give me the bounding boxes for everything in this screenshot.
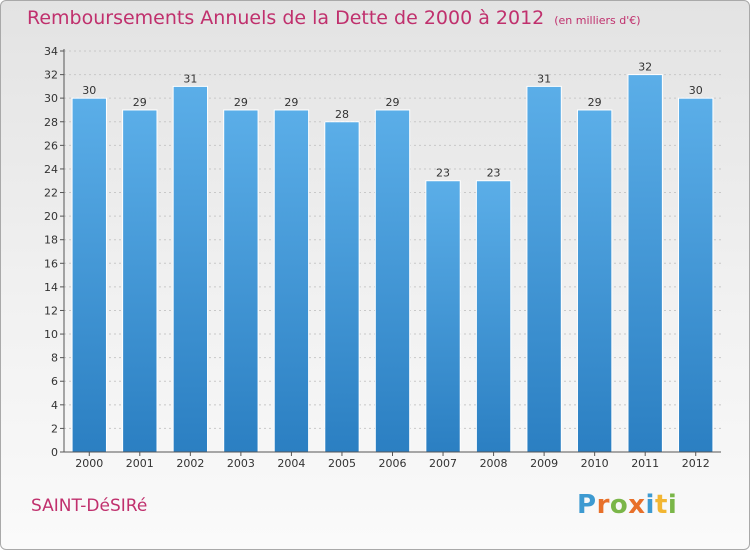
bar-value-label: 31 (537, 72, 551, 85)
y-tick-label: 2 (51, 422, 58, 435)
x-tick-label: 2012 (682, 457, 710, 470)
bar-value-label: 30 (82, 84, 96, 97)
bar (374, 109, 411, 453)
bar (273, 109, 310, 453)
y-tick-label: 22 (44, 187, 58, 200)
x-tick-label: 2011 (631, 457, 659, 470)
chart-title-main: Remboursements Annuels de la Dette de 20… (27, 7, 545, 29)
y-tick-label: 18 (44, 234, 58, 247)
bar-value-label: 32 (638, 61, 652, 74)
bar-value-label: 31 (183, 72, 197, 85)
place-name: SAINT-DéSIRé (31, 496, 148, 516)
bar-value-label: 23 (487, 167, 501, 180)
bar (425, 180, 461, 453)
bar (475, 180, 512, 453)
logo-letter: P (577, 490, 597, 520)
value-labels: 30 29 31 29 29 28 29 23 23 31 29 32 30 (82, 61, 702, 180)
bar-value-label: 29 (284, 96, 298, 109)
y-tick-label: 8 (51, 352, 58, 365)
x-tick-label: 2000 (75, 457, 103, 470)
bar-value-label: 29 (588, 96, 602, 109)
logo-letter: i (645, 490, 655, 520)
y-tick-label: 34 (44, 45, 58, 58)
bar (324, 121, 360, 453)
y-tick-label: 28 (44, 116, 58, 129)
bar-value-label: 29 (234, 96, 248, 109)
y-tick-label: 4 (51, 399, 58, 412)
bar (122, 109, 158, 453)
bar-value-label: 23 (436, 167, 450, 180)
bar-value-label: 29 (133, 96, 147, 109)
chart-title-unit: (en milliers d'€) (554, 14, 641, 27)
logo-letter: o (609, 490, 629, 520)
y-tick-label: 6 (51, 375, 58, 388)
x-tick-label: 2001 (126, 457, 154, 470)
chart-title: Remboursements Annuels de la Dette de 20… (27, 7, 641, 29)
x-tick-label: 2006 (379, 457, 407, 470)
y-tick-label: 0 (51, 446, 58, 459)
bar (172, 85, 209, 453)
x-tick-label: 2004 (277, 457, 305, 470)
logo-letter: t (654, 490, 668, 520)
x-tick-label: 2003 (227, 457, 255, 470)
bar (678, 97, 714, 453)
x-tick-label: 2002 (176, 457, 204, 470)
proxiti-logo: Proxiti (577, 490, 677, 520)
y-tick-label: 30 (44, 92, 58, 105)
bar (71, 97, 107, 453)
y-tick-label: 14 (44, 281, 58, 294)
y-tick-label: 16 (44, 257, 58, 270)
x-tick-label: 2008 (480, 457, 508, 470)
x-tick-label: 2010 (581, 457, 609, 470)
bar-value-label: 28 (335, 108, 349, 121)
x-tick-label: 2009 (530, 457, 558, 470)
bar-value-label: 29 (386, 96, 400, 109)
logo-letter: i (667, 490, 678, 520)
x-tick-label: 2007 (429, 457, 457, 470)
y-tick-label: 24 (44, 163, 58, 176)
bar (627, 74, 663, 453)
logo-letter: r (596, 490, 610, 520)
logo-letter: x (628, 490, 646, 520)
y-tick-label: 32 (44, 69, 58, 82)
bar (526, 85, 562, 453)
bars (71, 74, 714, 453)
bar (223, 109, 259, 453)
bar-value-label: 30 (689, 84, 703, 97)
bar (576, 109, 613, 453)
x-tick-label: 2005 (328, 457, 356, 470)
y-tick-label: 12 (44, 304, 58, 317)
y-tick-label: 10 (44, 328, 58, 341)
y-tick-label: 20 (44, 210, 58, 223)
y-tick-label: 26 (44, 139, 58, 152)
